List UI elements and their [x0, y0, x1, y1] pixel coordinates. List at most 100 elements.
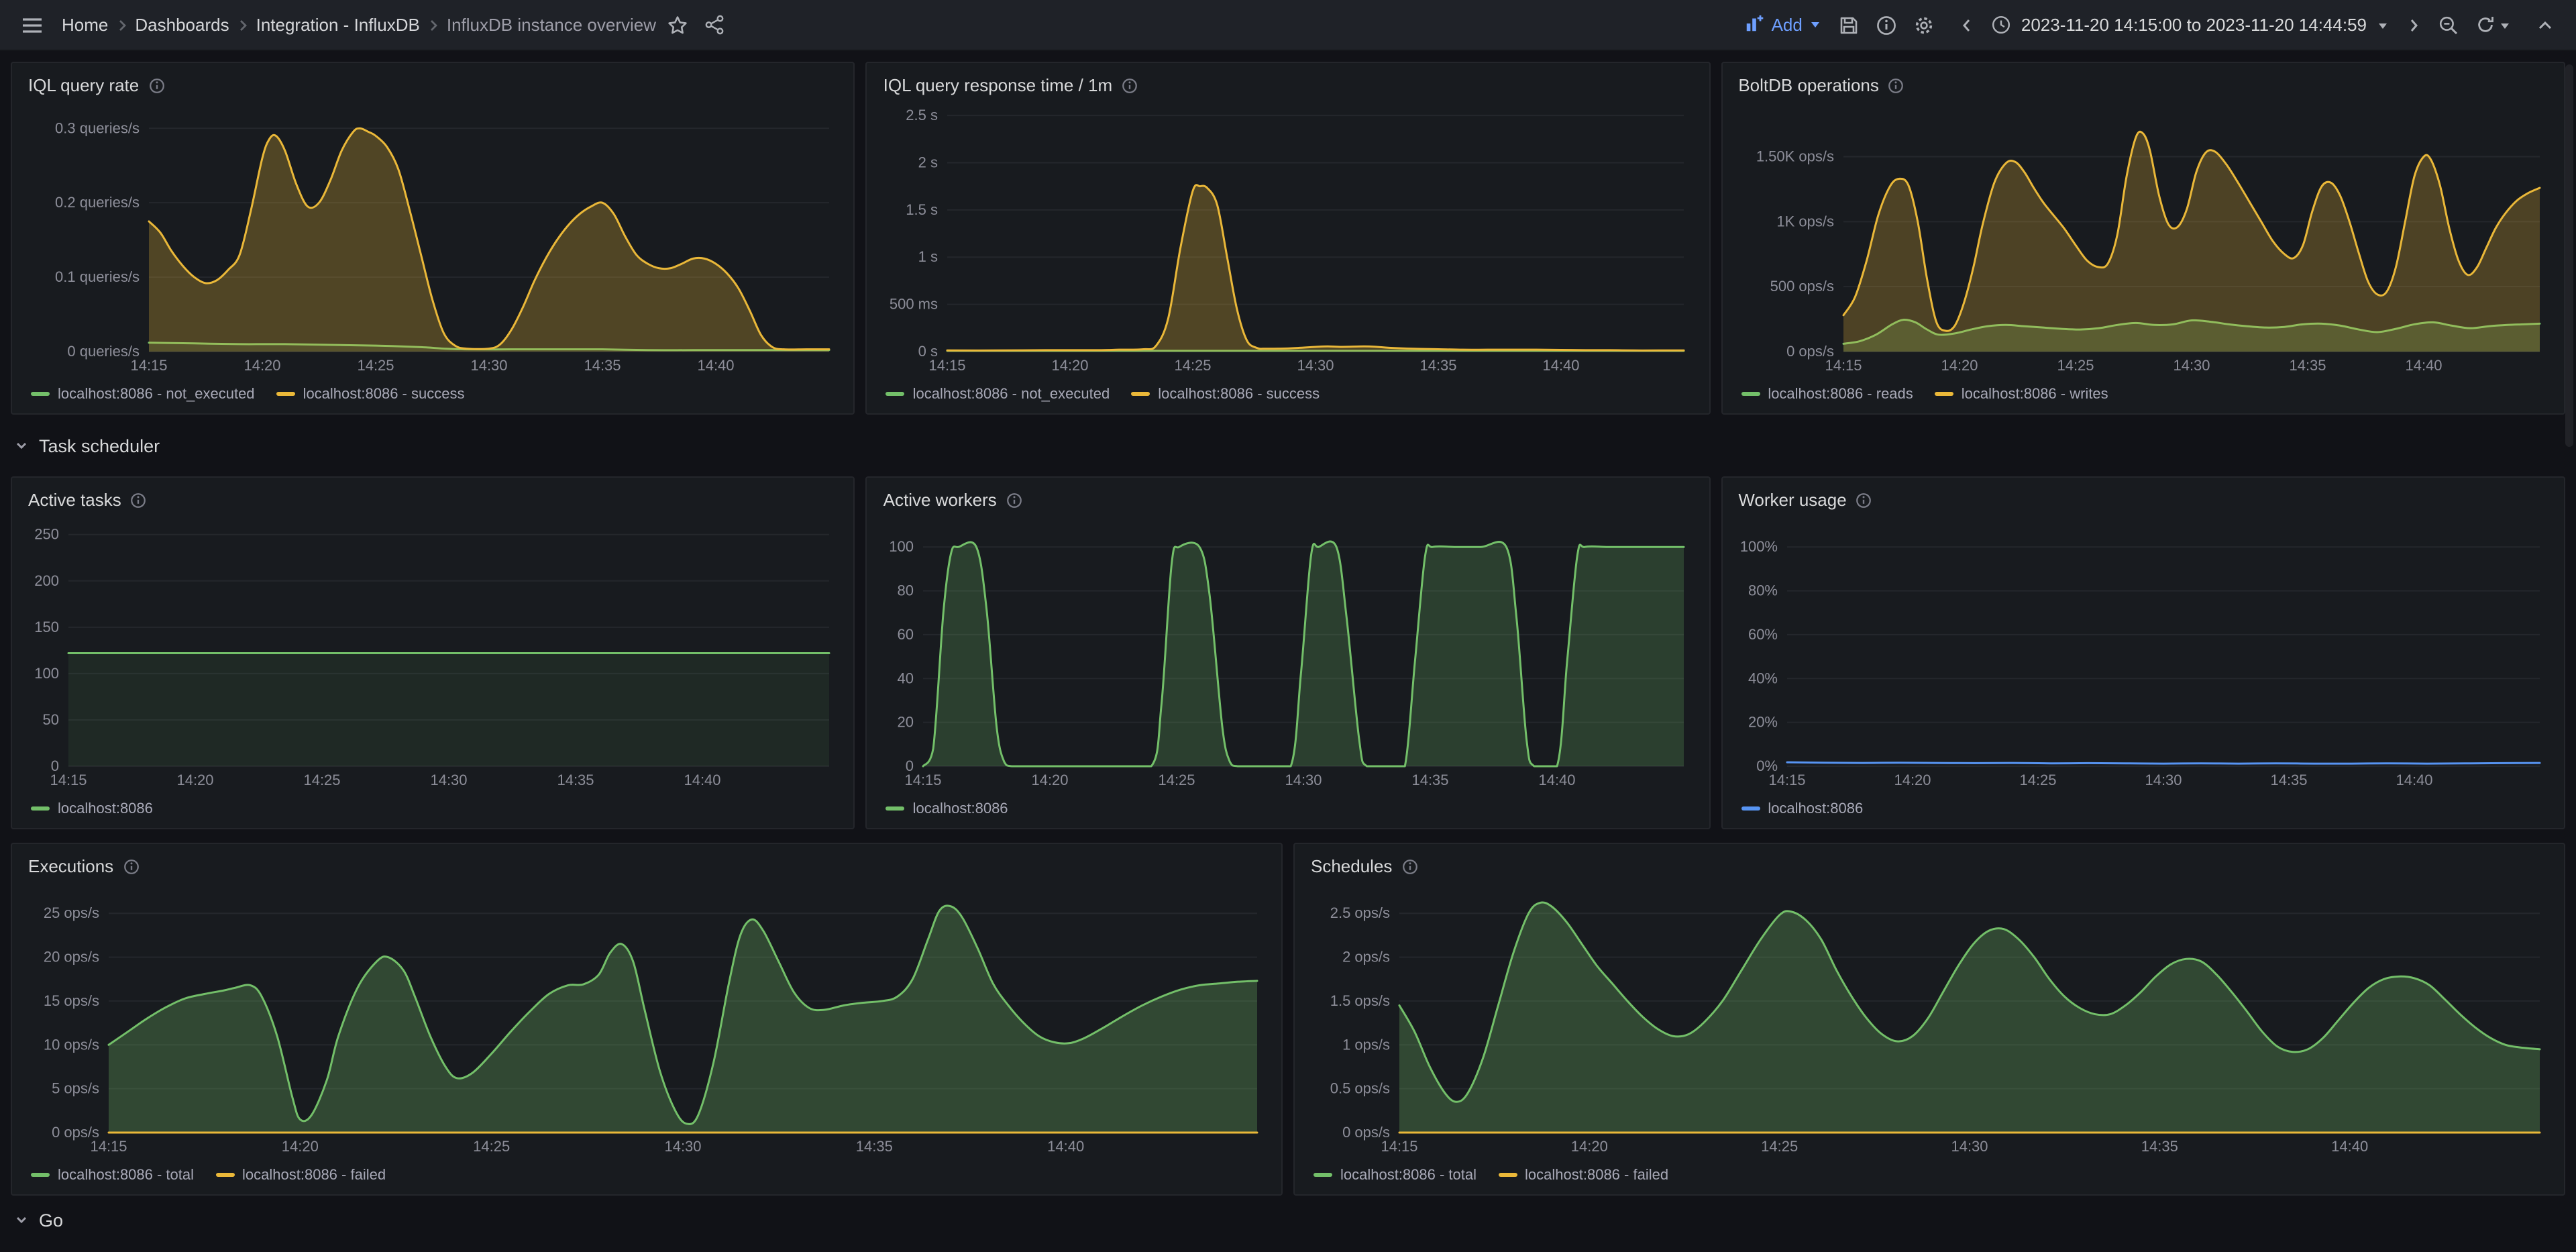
panel-header[interactable]: Schedules: [1311, 852, 2548, 882]
breadcrumb-dashboards[interactable]: Dashboards: [135, 15, 229, 35]
panel-header[interactable]: Executions: [28, 852, 1265, 882]
y-axis-tick-label: 100%: [1739, 538, 1777, 555]
panel-row-executions: Executions 0 ops/s 5 ops/s 10 ops/s 15 ops/…: [11, 843, 2565, 1196]
scrollbar[interactable]: [2565, 64, 2573, 447]
favorite-dashboard-button[interactable]: [659, 9, 696, 41]
gear-icon: [1914, 14, 1935, 36]
legend-item[interactable]: localhost:8086: [885, 800, 1008, 817]
time-range-back-button[interactable]: [1951, 11, 1984, 38]
chart-plot-area[interactable]: 0% 20% 40% 60% 80% 100% 14:15 14:20 14:25 14:30 14…: [1738, 515, 2548, 793]
time-range-forward-button[interactable]: [2398, 11, 2430, 38]
legend-series-marker: [1741, 806, 1760, 811]
x-axis-tick-label: 14:20: [1571, 1138, 1608, 1155]
series-area: [109, 905, 1257, 1133]
y-axis-tick-label: 1.50K ops/s: [1756, 148, 1833, 165]
panel-info-icon[interactable]: [1401, 859, 1417, 875]
legend-series-marker: [1131, 392, 1150, 396]
chart-plot-area[interactable]: 0 20 40 60 80 100 14:15 14:20 14:25 14:30 14:35 14:…: [883, 515, 1693, 793]
legend-item[interactable]: localhost:8086 - success: [1131, 386, 1320, 402]
series-line: [1841, 318, 2540, 345]
add-panel-button[interactable]: Add: [1737, 7, 1831, 42]
x-axis-tick-label: 14:40: [2396, 772, 2432, 788]
dashboard-insights-button[interactable]: [1868, 9, 1906, 41]
legend-series-label: localhost:8086 - total: [1340, 1167, 1477, 1183]
dashboard-canvas: IQL query rate 0 queries/s 0.1 queries/s 0…: [0, 51, 2576, 1244]
panel-info-icon[interactable]: [1122, 78, 1138, 94]
legend-series-label: localhost:8086 - failed: [242, 1167, 386, 1183]
panel-info-icon[interactable]: [131, 492, 147, 509]
y-axis-tick-label: 15 ops/s: [44, 992, 99, 1009]
floppy-icon: [1839, 14, 1860, 36]
y-axis-tick-label: 1.5 s: [906, 201, 938, 218]
share-dashboard-button[interactable]: [696, 9, 733, 40]
x-axis-tick-label: 14:40: [697, 357, 734, 374]
chart-plot-area[interactable]: 0 ops/s 5 ops/s 10 ops/s 15 ops/s 20 ops/s 25…: [28, 882, 1265, 1159]
panel-iql-query-rate: IQL query rate 0 queries/s 0.1 queries/s 0…: [11, 62, 855, 415]
y-axis-tick-label: 100: [890, 538, 914, 555]
legend-item[interactable]: localhost:8086 - writes: [1934, 386, 2108, 402]
x-axis-tick-label: 14:15: [130, 357, 167, 374]
section-title: Go: [39, 1210, 64, 1230]
section-go[interactable]: Go: [11, 1196, 2565, 1244]
legend-series-label: localhost:8086 - reads: [1768, 386, 1913, 402]
save-dashboard-button[interactable]: [1831, 9, 1868, 41]
x-axis-tick-label: 14:25: [473, 1138, 510, 1155]
panel-header[interactable]: Worker usage: [1738, 486, 2548, 515]
chart-plot-area[interactable]: 0 ops/s 0.5 ops/s 1 ops/s 1.5 ops/s 2 ops/s 2…: [1311, 882, 2548, 1159]
legend-item[interactable]: localhost:8086 - total: [31, 1167, 194, 1183]
y-axis-tick-label: 0: [51, 758, 59, 774]
y-axis-tick-label: 2 ops/s: [1342, 949, 1390, 966]
legend-item[interactable]: localhost:8086 - total: [1313, 1167, 1477, 1183]
panel-info-icon[interactable]: [1888, 78, 1904, 94]
panel-header[interactable]: IQL query response time / 1m: [883, 71, 1693, 101]
y-axis-tick-label: 0 ops/s: [1786, 343, 1833, 360]
legend-item[interactable]: localhost:8086 - failed: [1498, 1167, 1668, 1183]
legend-item[interactable]: localhost:8086 - not_executed: [885, 386, 1110, 402]
breadcrumb-folder[interactable]: Integration - InfluxDB: [256, 15, 420, 35]
chart-plot-area[interactable]: 0 queries/s 0.1 queries/s 0.2 queries/s 0.3…: [28, 101, 838, 378]
legend-series-marker: [276, 392, 295, 396]
x-axis-tick-label: 14:25: [1761, 1138, 1798, 1155]
x-axis-tick-label: 14:35: [1412, 772, 1449, 788]
x-axis-tick-label: 14:25: [1159, 772, 1195, 788]
panel-info-icon[interactable]: [123, 859, 139, 875]
chart-plot-area[interactable]: 0 50 100 150 200 250 14:15 14:20 14:25 14:30 14:35…: [28, 515, 838, 793]
caret-down-icon: [1809, 15, 1823, 35]
refresh-icon: [2475, 15, 2496, 35]
legend-item[interactable]: localhost:8086 - success: [276, 386, 464, 402]
nav-collapse-button[interactable]: [2528, 10, 2563, 40]
panel-info-icon[interactable]: [1856, 492, 1872, 509]
chart-plot-area[interactable]: 0 ops/s 500 ops/s 1K ops/s 1.50K ops/s 14:15…: [1738, 101, 2548, 378]
section-task-scheduler[interactable]: Task scheduler: [11, 415, 2565, 476]
x-axis-tick-label: 14:35: [1420, 357, 1457, 374]
panel-header[interactable]: IQL query rate: [28, 71, 838, 101]
chart-plus-icon: [1745, 13, 1765, 37]
zoom-out-button[interactable]: [2430, 9, 2467, 41]
refresh-button[interactable]: [2467, 9, 2498, 40]
legend: localhost:8086 - reads localhost:8086 - w…: [1738, 378, 2548, 405]
refresh-interval-caret-button[interactable]: [2498, 13, 2520, 37]
legend-item[interactable]: localhost:8086: [1741, 800, 1863, 817]
panel-header[interactable]: Active workers: [883, 486, 1693, 515]
legend-item[interactable]: localhost:8086: [31, 800, 153, 817]
panel-header[interactable]: Active tasks: [28, 486, 838, 515]
dashboard-settings-button[interactable]: [1906, 9, 1943, 41]
panel-info-icon[interactable]: [148, 78, 164, 94]
panel-title: IQL query rate: [28, 75, 140, 95]
x-axis-tick-label: 14:20: [176, 772, 213, 788]
legend: localhost:8086 - total localhost:8086 - f…: [28, 1159, 1265, 1186]
panel-info-icon[interactable]: [1006, 492, 1022, 509]
chart-plot-area[interactable]: 0 s 500 ms 1 s 1.5 s 2 s 2.5 s 14:15 14:20 14:25…: [883, 101, 1693, 378]
legend-item[interactable]: localhost:8086 - failed: [215, 1167, 386, 1183]
x-axis-tick-label: 14:20: [1894, 772, 1931, 788]
breadcrumb-home[interactable]: Home: [62, 15, 109, 35]
legend-item[interactable]: localhost:8086 - not_executed: [31, 386, 255, 402]
legend: localhost:8086: [28, 793, 838, 820]
x-axis-tick-label: 14:35: [557, 772, 594, 788]
panel-header[interactable]: BoltDB operations: [1738, 71, 2548, 101]
chart-svg: 0 ops/s 500 ops/s 1K ops/s 1.50K ops/s 14:15…: [1756, 130, 2540, 374]
time-range-picker-button[interactable]: 2023-11-20 14:15:00 to 2023-11-20 14:44:…: [1984, 9, 2398, 40]
legend-item[interactable]: localhost:8086 - reads: [1741, 386, 1913, 402]
legend-series-label: localhost:8086 - writes: [1961, 386, 2108, 402]
menu-toggle-button[interactable]: [13, 9, 51, 41]
